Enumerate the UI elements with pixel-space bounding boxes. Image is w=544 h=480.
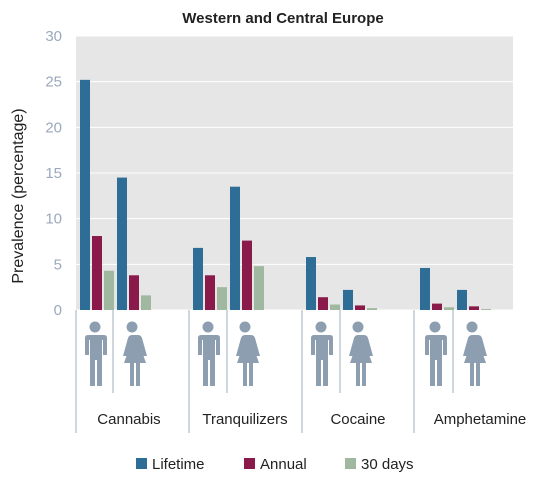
bar-lifetime	[420, 267, 430, 310]
legend-label: 30 days	[361, 456, 414, 473]
legend: Lifetime Annual 30 days	[136, 456, 414, 473]
y-axis-ticks: 0 5 10 15 20 25 30	[45, 28, 62, 319]
gender-icons	[75, 310, 487, 433]
bar-30-days	[444, 307, 454, 310]
chart-title: Western and Central Europe	[182, 10, 383, 27]
bar-lifetime	[193, 247, 203, 310]
legend-swatch	[136, 458, 147, 469]
legend-swatch	[244, 458, 255, 469]
bar-30-days	[254, 266, 264, 310]
y-tick-label: 5	[54, 256, 62, 273]
bar-lifetime	[306, 257, 316, 310]
bar-annual	[92, 236, 102, 310]
y-axis-label: Prevalence (percentage)	[10, 108, 27, 283]
legend-label: Lifetime	[152, 456, 205, 473]
bar-30-days	[481, 309, 491, 310]
y-tick-label: 25	[45, 74, 62, 91]
bar-annual	[242, 240, 252, 310]
bar-30-days	[367, 308, 377, 310]
bar-annual	[432, 303, 442, 310]
category-label-amphetamine: Amphetamine	[434, 411, 527, 428]
bar-lifetime	[230, 186, 240, 310]
female-icon	[236, 321, 260, 386]
bar-lifetime	[117, 177, 127, 310]
bar-annual	[205, 275, 215, 310]
category-label-tranquilizers: Tranquilizers	[202, 411, 287, 428]
y-tick-label: 15	[45, 165, 62, 182]
bar-30-days	[141, 295, 151, 310]
legend-label: Annual	[260, 456, 307, 473]
legend-swatch	[345, 458, 356, 469]
male-icon	[198, 321, 220, 386]
bar-30-days	[104, 270, 114, 310]
bar-30-days	[217, 287, 227, 310]
female-icon	[123, 321, 147, 386]
female-icon	[349, 321, 373, 386]
bar-annual	[355, 305, 365, 310]
y-tick-label: 20	[45, 119, 62, 136]
male-icon	[425, 321, 447, 386]
female-icon	[463, 321, 487, 386]
bar-annual	[469, 306, 479, 310]
bar-lifetime	[457, 289, 467, 310]
category-labels: Cannabis Tranquilizers Cocaine Amphetamine	[97, 411, 526, 428]
bar-annual	[318, 297, 328, 310]
male-icon	[85, 321, 107, 386]
y-tick-label: 0	[54, 302, 62, 319]
category-label-cocaine: Cocaine	[330, 411, 385, 428]
category-label-cannabis: Cannabis	[97, 411, 160, 428]
bar-lifetime	[343, 289, 353, 310]
bar-30-days	[330, 304, 340, 310]
y-tick-label: 10	[45, 211, 62, 228]
y-tick-label: 30	[45, 28, 62, 45]
male-icon	[311, 321, 333, 386]
bar-annual	[129, 275, 139, 310]
plot-area	[76, 35, 513, 311]
bar-lifetime	[80, 79, 90, 310]
